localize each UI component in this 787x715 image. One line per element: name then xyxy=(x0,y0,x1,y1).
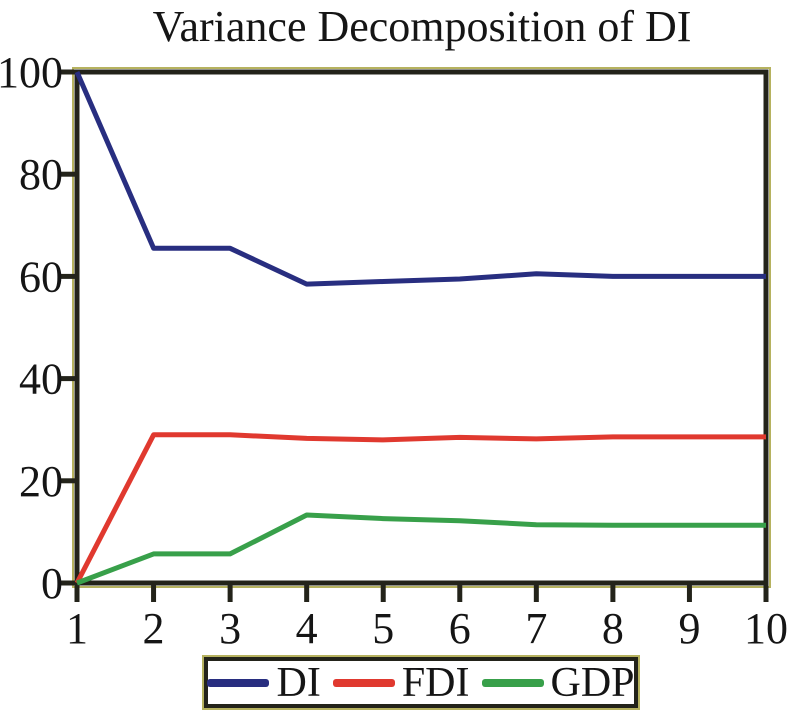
x-tick-label: 2 xyxy=(143,604,165,653)
plot-frame xyxy=(74,69,769,586)
x-tick-label: 4 xyxy=(296,604,318,653)
y-tick-label: 0 xyxy=(41,559,63,608)
x-tick-label: 9 xyxy=(678,604,700,653)
series-line-gdp xyxy=(76,512,766,586)
legend-item-gdp: GDP xyxy=(481,659,635,706)
legend-label-fdi: FDI xyxy=(401,659,470,706)
y-tick-label: 40 xyxy=(19,355,63,404)
x-tick-label: 6 xyxy=(449,604,471,653)
x-tick-label: 3 xyxy=(219,604,241,653)
legend: DI FDI GDP xyxy=(202,655,640,710)
fdi-line-swatch xyxy=(332,678,395,687)
y-tick-label: 60 xyxy=(19,252,63,301)
x-tick-label: 8 xyxy=(602,604,624,653)
series-line-fdi xyxy=(74,432,766,585)
legend-label-di: DI xyxy=(276,659,321,706)
y-tick-label: 80 xyxy=(19,150,63,199)
gdp-line-swatch xyxy=(481,678,544,687)
y-tick-label: 100 xyxy=(0,48,63,97)
legend-item-di: DI xyxy=(207,659,321,706)
x-tick-label: 10 xyxy=(744,604,787,653)
legend-item-fdi: FDI xyxy=(332,659,470,706)
x-tick-label: 5 xyxy=(372,604,394,653)
y-tick-label: 20 xyxy=(19,457,63,506)
x-tick-label: 7 xyxy=(525,604,547,653)
chart-title: Variance Decomposition of DI xyxy=(152,2,692,51)
series-line-di xyxy=(74,71,766,287)
x-tick-label: 1 xyxy=(66,604,88,653)
plot-frame-halo xyxy=(72,67,771,588)
legend-label-gdp: GDP xyxy=(550,659,635,706)
di-line-swatch xyxy=(207,678,270,687)
